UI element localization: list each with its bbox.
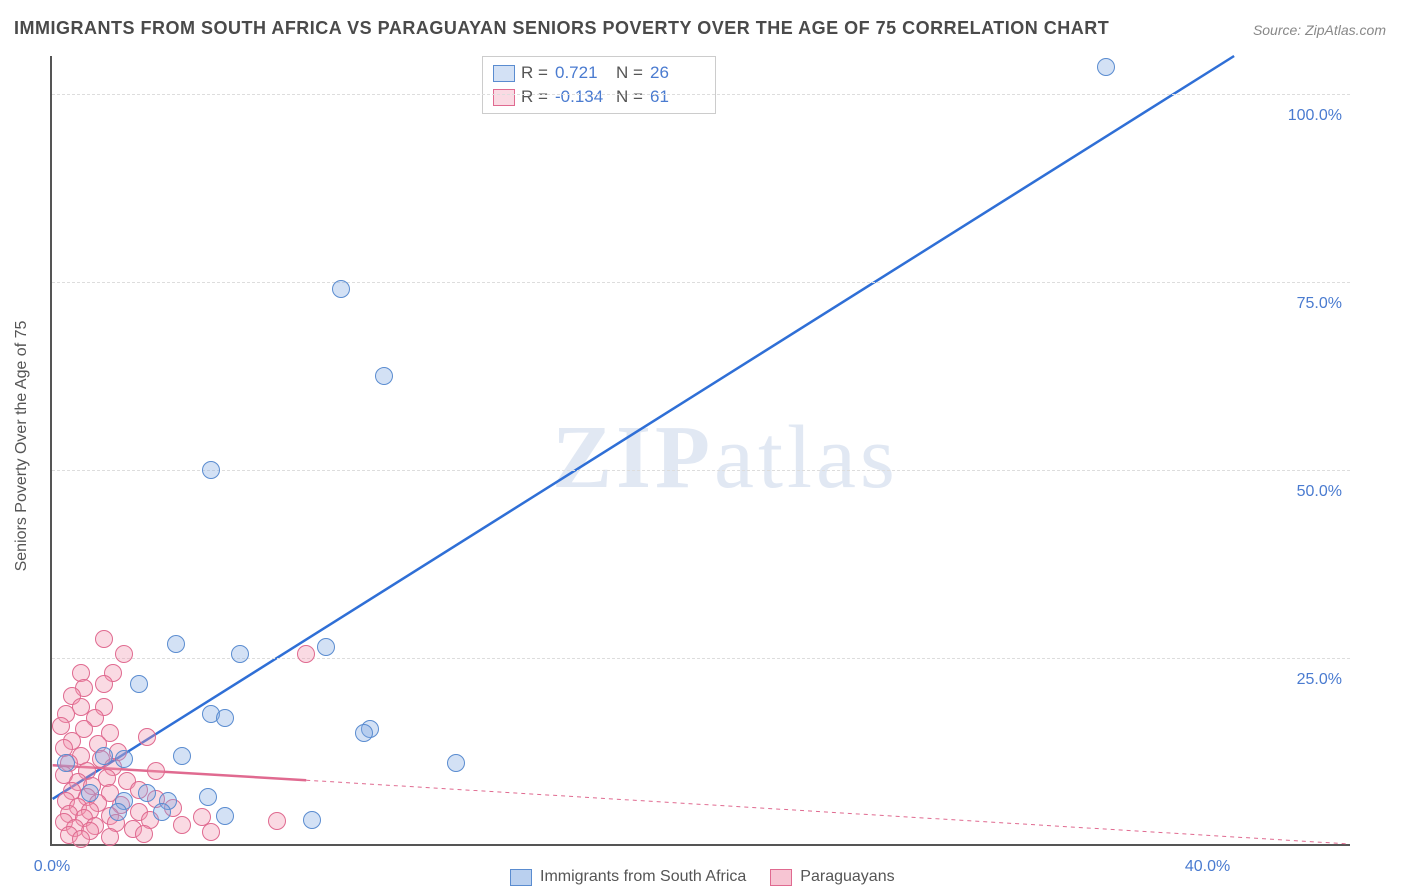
n-value: 61	[650, 87, 705, 107]
data-point	[173, 816, 191, 834]
legend-label: Paraguayans	[800, 868, 894, 886]
series-swatch	[493, 65, 515, 82]
data-point	[115, 645, 133, 663]
r-label: R =	[521, 63, 549, 83]
data-point	[268, 812, 286, 830]
series-swatch	[493, 89, 515, 106]
data-point	[109, 803, 127, 821]
data-point	[216, 807, 234, 825]
chart-container: IMMIGRANTS FROM SOUTH AFRICA VS PARAGUAY…	[0, 0, 1406, 892]
data-point	[95, 675, 113, 693]
data-point	[355, 724, 373, 742]
data-point	[147, 762, 165, 780]
data-point	[202, 823, 220, 841]
gridline	[52, 470, 1350, 471]
data-point	[101, 828, 119, 846]
n-label: N =	[616, 87, 644, 107]
data-point	[72, 830, 90, 848]
stats-row: R = 0.721 N = 26	[493, 61, 705, 85]
legend-swatch	[510, 869, 532, 886]
n-label: N =	[616, 63, 644, 83]
data-point	[167, 635, 185, 653]
y-tick-label: 75.0%	[1297, 295, 1342, 313]
data-point	[216, 709, 234, 727]
correlation-stats-box: R = 0.721 N = 26 R = -0.134 N = 61	[482, 56, 716, 114]
watermark-light: atlas	[714, 408, 899, 507]
trend-line	[306, 780, 1349, 844]
data-point	[1097, 58, 1115, 76]
trend-lines-svg	[52, 56, 1350, 844]
data-point	[57, 754, 75, 772]
y-tick-label: 100.0%	[1288, 107, 1342, 125]
legend: Immigrants from South Africa Paraguayans	[510, 868, 895, 886]
data-point	[231, 645, 249, 663]
data-point	[130, 675, 148, 693]
stats-row: R = -0.134 N = 61	[493, 85, 705, 109]
legend-item: Paraguayans	[770, 868, 894, 886]
data-point	[447, 754, 465, 772]
y-axis-label: Seniors Poverty Over the Age of 75	[13, 321, 31, 572]
watermark: ZIPatlas	[552, 406, 899, 509]
data-point	[95, 630, 113, 648]
x-tick-label: 0.0%	[34, 858, 70, 876]
gridline	[52, 94, 1350, 95]
trend-line	[53, 56, 1234, 799]
data-point	[332, 280, 350, 298]
x-tick-label: 40.0%	[1185, 858, 1230, 876]
gridline	[52, 282, 1350, 283]
source-attribution: Source: ZipAtlas.com	[1253, 22, 1386, 38]
data-point	[95, 747, 113, 765]
data-point	[199, 788, 217, 806]
data-point	[297, 645, 315, 663]
r-value: -0.134	[555, 87, 610, 107]
y-tick-label: 25.0%	[1297, 671, 1342, 689]
data-point	[375, 367, 393, 385]
data-point	[173, 747, 191, 765]
data-point	[202, 461, 220, 479]
chart-title: IMMIGRANTS FROM SOUTH AFRICA VS PARAGUAY…	[14, 18, 1109, 39]
n-value: 26	[650, 63, 705, 83]
data-point	[115, 750, 133, 768]
legend-label: Immigrants from South Africa	[540, 868, 746, 886]
data-point	[153, 803, 171, 821]
legend-item: Immigrants from South Africa	[510, 868, 746, 886]
legend-swatch	[770, 869, 792, 886]
data-point	[138, 728, 156, 746]
data-point	[81, 784, 99, 802]
watermark-bold: ZIP	[552, 408, 714, 507]
data-point	[303, 811, 321, 829]
r-value: 0.721	[555, 63, 610, 83]
data-point	[317, 638, 335, 656]
data-point	[135, 825, 153, 843]
r-label: R =	[521, 87, 549, 107]
data-point	[138, 784, 156, 802]
y-tick-label: 50.0%	[1297, 483, 1342, 501]
plot-area: ZIPatlas R = 0.721 N = 26 R = -0.134 N = 61 25.…	[50, 56, 1350, 846]
